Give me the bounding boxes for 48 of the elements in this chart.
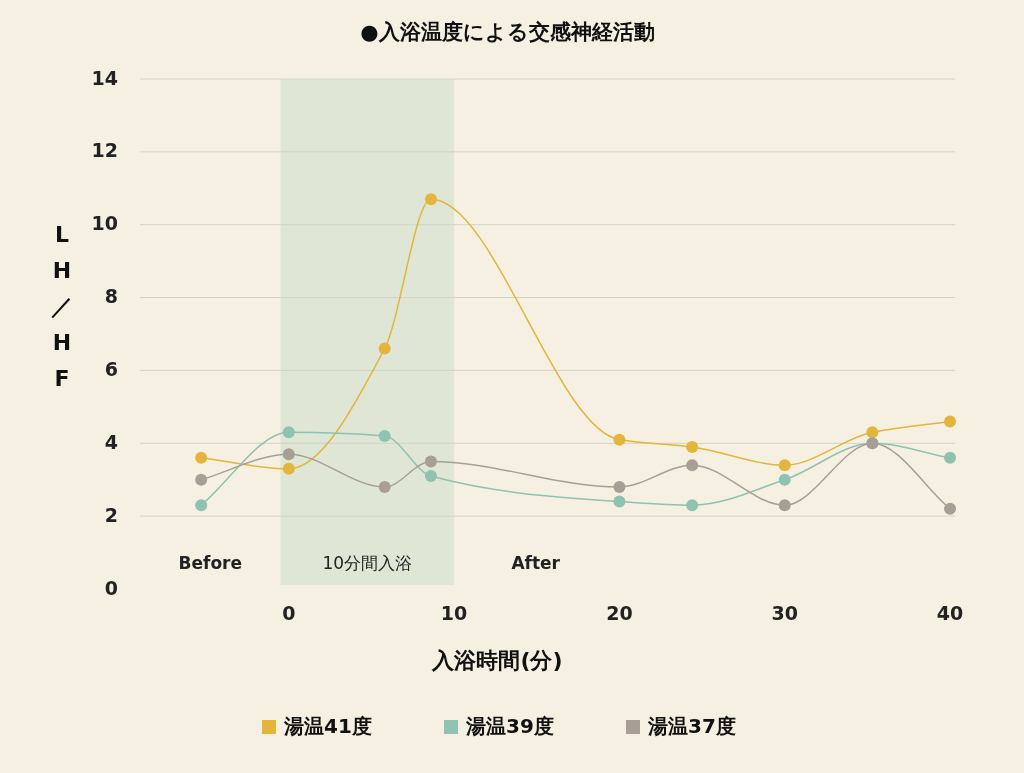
x-tick-label: 20 — [606, 601, 633, 624]
y-tick-label: 10 — [91, 212, 118, 235]
annotation: Before — [178, 552, 242, 573]
x-tick-label: 40 — [936, 601, 964, 624]
x-tick-label: 10 — [440, 601, 468, 624]
legend-label: 湯温39度 — [465, 713, 554, 738]
point — [686, 499, 699, 512]
point — [778, 459, 791, 472]
point — [866, 426, 879, 439]
point — [778, 473, 791, 486]
point — [613, 433, 626, 446]
point — [944, 451, 957, 464]
point — [613, 481, 626, 493]
point — [778, 499, 791, 512]
point — [944, 415, 957, 428]
band-label: 10分間入浴 — [322, 552, 413, 573]
point — [378, 342, 391, 355]
y-axis-title: LH／HF — [51, 222, 73, 391]
band: 10分間入浴 — [280, 79, 455, 585]
annotation: After — [511, 552, 561, 573]
point — [944, 502, 957, 515]
point — [378, 481, 391, 493]
y-tick-label: 6 — [104, 357, 118, 380]
point — [424, 455, 437, 468]
chart-title: ●入浴温度による交感神経活動 — [360, 20, 655, 44]
y-tick-label: 8 — [104, 285, 118, 308]
legend-label: 湯温41度 — [283, 713, 372, 738]
point — [378, 430, 391, 442]
point — [613, 495, 626, 508]
point — [195, 451, 208, 464]
y-tick-label: 12 — [91, 139, 118, 162]
point — [686, 440, 699, 453]
y-tick-label: 2 — [104, 503, 118, 526]
legend-label: 湯温37度 — [647, 713, 736, 738]
x-tick-label: 30 — [771, 601, 798, 624]
y-tick-label: 14 — [91, 66, 118, 89]
x-tick-label: 0 — [282, 601, 296, 624]
y-tick-label: 0 — [104, 576, 118, 599]
point — [195, 499, 208, 512]
x-axis-title: 入浴時間(分) — [431, 648, 563, 673]
point — [424, 193, 437, 206]
point — [282, 462, 295, 475]
point — [424, 470, 437, 483]
y-tick-label: 4 — [104, 430, 118, 453]
point — [282, 426, 295, 439]
point — [686, 459, 699, 472]
point — [282, 448, 295, 461]
point — [195, 473, 208, 486]
